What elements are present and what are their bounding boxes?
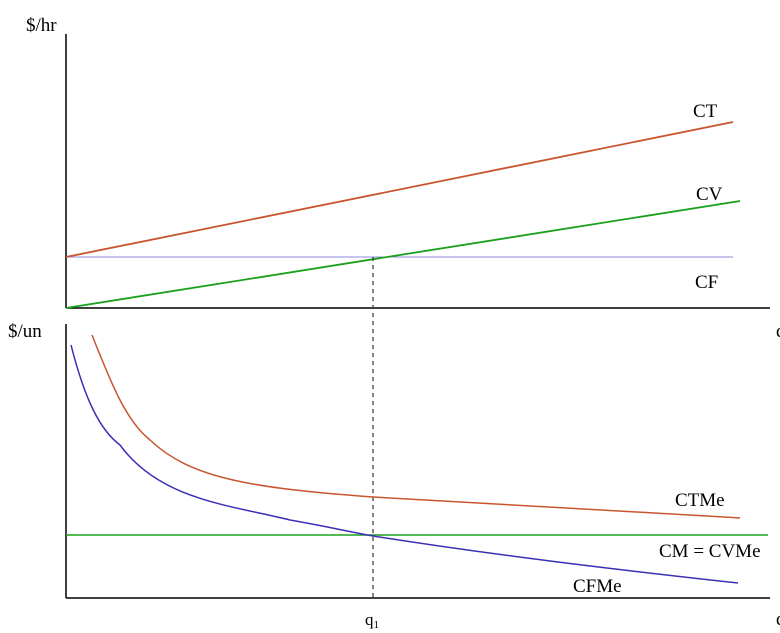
q1-label-main: q [365,610,374,629]
ctme-label: CTMe [675,490,725,511]
cv-line [65,200,741,309]
q1-label: q1 [365,610,379,631]
ct-line [65,121,734,258]
cfme-curve [70,344,739,584]
q1-label-subscript: 1 [374,619,380,631]
top-x-axis-label: q [776,321,780,342]
ctme-curve [91,334,741,519]
bottom-x-axis-label: q [776,609,780,630]
bottom-y-axis-label: $/un [8,321,42,342]
cfme-label: CFMe [573,576,622,597]
cf-label: CF [695,272,718,293]
cm-cvme-label: CM = CVMe [659,541,761,562]
ct-label: CT [693,101,718,122]
cv-label: CV [696,184,723,205]
top-y-axis-label: $/hr [26,15,57,36]
